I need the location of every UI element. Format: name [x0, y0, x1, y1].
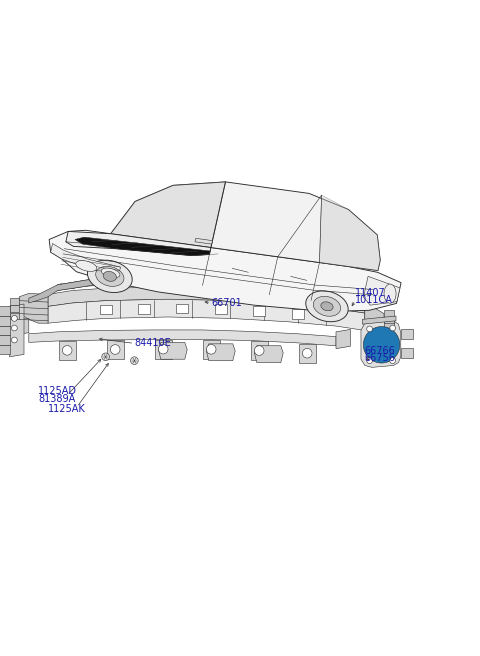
- Circle shape: [206, 344, 216, 354]
- Polygon shape: [361, 321, 401, 367]
- Polygon shape: [363, 276, 400, 305]
- Polygon shape: [292, 309, 303, 319]
- Polygon shape: [138, 304, 150, 314]
- Polygon shape: [29, 277, 106, 303]
- Ellipse shape: [306, 291, 348, 321]
- Circle shape: [131, 357, 138, 365]
- Polygon shape: [107, 340, 124, 359]
- Circle shape: [366, 329, 397, 360]
- Polygon shape: [29, 330, 336, 346]
- Circle shape: [367, 326, 372, 332]
- Polygon shape: [10, 304, 24, 357]
- Text: 81389A: 81389A: [38, 394, 76, 403]
- Polygon shape: [49, 230, 401, 312]
- Polygon shape: [0, 325, 10, 335]
- Polygon shape: [19, 293, 48, 323]
- Polygon shape: [155, 340, 172, 359]
- Polygon shape: [0, 316, 10, 325]
- Text: 66756: 66756: [365, 353, 396, 363]
- Polygon shape: [5, 318, 29, 335]
- Polygon shape: [320, 195, 380, 270]
- Polygon shape: [203, 340, 220, 359]
- Polygon shape: [384, 310, 394, 317]
- Ellipse shape: [321, 302, 333, 311]
- Text: 66701: 66701: [211, 298, 242, 308]
- Circle shape: [390, 325, 396, 331]
- Text: 66766: 66766: [365, 346, 396, 356]
- Polygon shape: [253, 306, 265, 316]
- Circle shape: [367, 358, 372, 363]
- Polygon shape: [401, 348, 413, 358]
- Circle shape: [390, 358, 396, 363]
- Polygon shape: [58, 277, 346, 308]
- Ellipse shape: [103, 272, 117, 281]
- Polygon shape: [299, 344, 316, 363]
- Text: 1125AK: 1125AK: [48, 403, 86, 414]
- Polygon shape: [254, 346, 283, 363]
- Polygon shape: [10, 313, 19, 319]
- Polygon shape: [0, 335, 10, 345]
- Text: 1125AD: 1125AD: [38, 386, 77, 396]
- Polygon shape: [177, 304, 188, 314]
- Ellipse shape: [313, 297, 341, 316]
- Text: 11407: 11407: [355, 288, 386, 298]
- Polygon shape: [59, 340, 76, 360]
- Polygon shape: [111, 182, 380, 270]
- Circle shape: [12, 316, 17, 321]
- Polygon shape: [51, 243, 120, 276]
- Polygon shape: [111, 182, 226, 247]
- Polygon shape: [0, 306, 10, 316]
- Ellipse shape: [101, 268, 120, 277]
- Polygon shape: [10, 298, 19, 305]
- Polygon shape: [206, 344, 235, 361]
- Ellipse shape: [87, 260, 132, 293]
- Polygon shape: [362, 316, 396, 324]
- Circle shape: [12, 325, 17, 331]
- Circle shape: [302, 348, 312, 358]
- Polygon shape: [195, 238, 213, 244]
- Polygon shape: [401, 329, 413, 338]
- Ellipse shape: [96, 266, 124, 287]
- Polygon shape: [384, 316, 394, 323]
- Polygon shape: [75, 237, 210, 256]
- Circle shape: [62, 346, 72, 355]
- Circle shape: [12, 337, 17, 343]
- Circle shape: [254, 346, 264, 356]
- Polygon shape: [0, 345, 10, 354]
- Polygon shape: [384, 322, 394, 329]
- Polygon shape: [215, 304, 227, 314]
- Text: 1011CA: 1011CA: [355, 295, 393, 305]
- Ellipse shape: [76, 260, 97, 272]
- Polygon shape: [66, 232, 211, 256]
- Polygon shape: [365, 301, 384, 332]
- Polygon shape: [48, 287, 365, 313]
- Ellipse shape: [384, 284, 396, 303]
- Polygon shape: [48, 299, 365, 331]
- Polygon shape: [10, 306, 19, 312]
- Polygon shape: [158, 342, 187, 359]
- Circle shape: [102, 353, 109, 361]
- Polygon shape: [251, 341, 268, 360]
- Circle shape: [110, 344, 120, 354]
- Polygon shape: [100, 304, 111, 314]
- Circle shape: [158, 344, 168, 354]
- Text: 84410E: 84410E: [134, 338, 171, 348]
- Circle shape: [363, 327, 400, 363]
- Polygon shape: [336, 329, 350, 348]
